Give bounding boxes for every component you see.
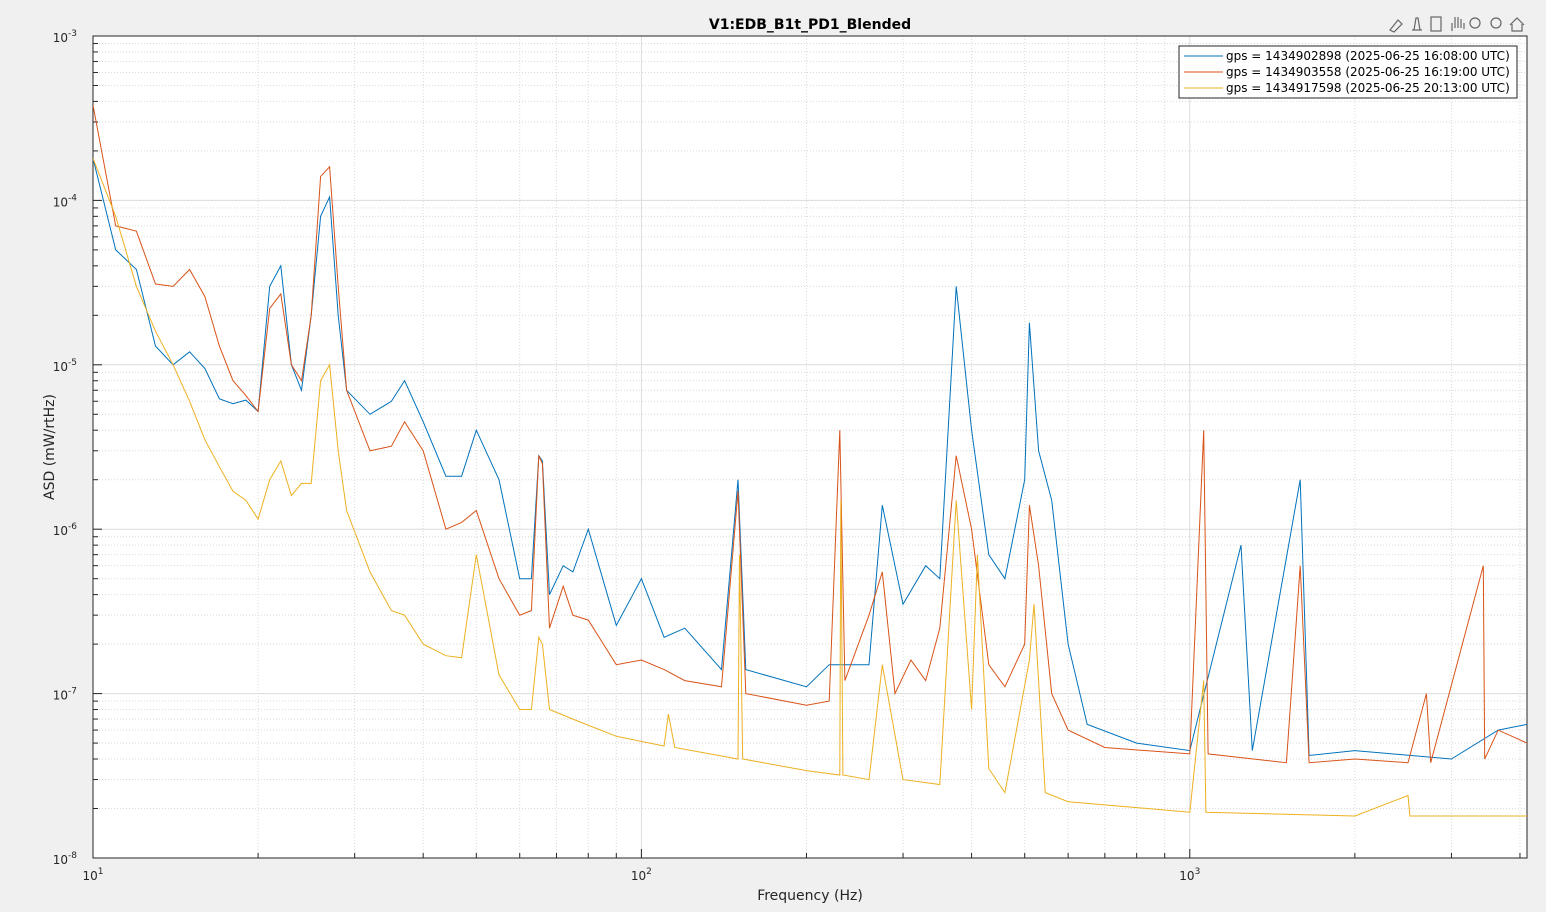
toolbar-zoom-out[interactable] <box>1490 17 1502 29</box>
toolbar-brush[interactable] <box>1389 19 1403 33</box>
tick-exponent: -6 <box>68 522 77 532</box>
tick-label: 10-3 <box>53 29 77 45</box>
tick-label: 10-6 <box>53 522 78 538</box>
tick-exponent: -4 <box>68 193 77 203</box>
legend-box <box>1178 45 1518 99</box>
tick-exponent: -3 <box>68 29 77 39</box>
legend-label: gps = 1434903558 (2025-06-25 16:19:00 UT… <box>1226 65 1510 79</box>
toolbar-pan[interactable] <box>1451 17 1465 31</box>
tick-exponent: 3 <box>1195 867 1201 877</box>
legend-label: gps = 1434902898 (2025-06-25 16:08:00 UT… <box>1226 49 1510 63</box>
tick-exponent: 1 <box>98 867 104 877</box>
tick-exponent: 2 <box>646 867 652 877</box>
tick-base: 10 <box>53 360 68 374</box>
series-line <box>93 105 1527 764</box>
axes-box <box>92 35 1528 859</box>
tick-base: 10 <box>53 524 68 538</box>
y-axis-label: ASD (mW/rtHz) <box>42 394 58 500</box>
toolbar-zoom-in[interactable] <box>1469 17 1481 29</box>
x-axis-label: Frequency (Hz) <box>757 888 863 904</box>
tick-exponent: -7 <box>68 687 77 697</box>
toolbar-datatip[interactable] <box>1412 17 1422 31</box>
tick-label: 10-8 <box>53 851 78 867</box>
tick-exponent: -5 <box>68 358 77 368</box>
tick-base: 10 <box>1179 869 1194 883</box>
tick-label: 102 <box>631 867 652 883</box>
legend-label: gps = 1434917598 (2025-06-25 20:13:00 UT… <box>1226 81 1510 95</box>
series-line <box>93 158 1527 817</box>
toolbar-home[interactable] <box>1509 17 1525 32</box>
tick-base: 10 <box>53 195 68 209</box>
toolbar-export[interactable] <box>1430 16 1442 32</box>
tick-exponent: -8 <box>68 851 77 861</box>
tick-label: 10-7 <box>53 687 77 703</box>
tick-base: 10 <box>53 689 68 703</box>
plot-area <box>93 36 1527 858</box>
chart-title: V1:EDB_B1t_PD1_Blended <box>709 17 911 33</box>
tick-label: 10-4 <box>53 193 78 209</box>
tick-base: 10 <box>53 853 68 867</box>
tick-label: 103 <box>1179 867 1200 883</box>
grid <box>92 35 1527 859</box>
tick-base: 10 <box>82 869 97 883</box>
tick-base: 10 <box>53 31 68 45</box>
tick-base: 10 <box>631 869 646 883</box>
tick-label: 10-5 <box>53 358 77 374</box>
tick-label: 101 <box>82 867 103 883</box>
toolbar[interactable] <box>1389 16 1525 33</box>
series-line <box>93 158 1527 760</box>
